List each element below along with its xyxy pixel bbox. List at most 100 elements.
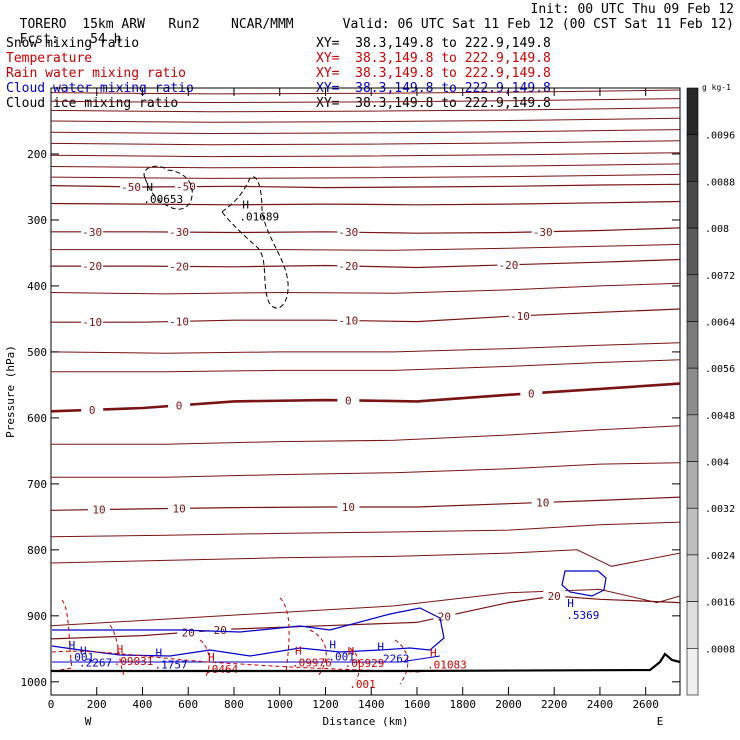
temperature-label: 0 (345, 394, 352, 407)
temperature-contour-upper-8 (50, 173, 681, 179)
x-axis-label: Distance (km) (322, 715, 408, 728)
rain-max-h: H (117, 643, 124, 656)
cloud-water-max-value: .5369 (566, 609, 599, 622)
cloud-water-contour-surface (51, 607, 445, 657)
temperature-contour--50 (50, 183, 681, 189)
y-tick-label: 500 (27, 346, 47, 359)
x-tick-label: 800 (224, 698, 244, 711)
x-tick-label: 200 (87, 698, 107, 711)
cloud-ice-max-h: H (242, 199, 249, 212)
run-label: Run2 (168, 17, 200, 32)
cloud-ice-contour-2 (221, 176, 289, 309)
colorbar-swatch (686, 181, 699, 229)
colorbar-swatch (686, 601, 699, 649)
temperature-label: -20 (338, 260, 358, 273)
init-time: Init: 00 UTC Thu 09 Feb 12 (530, 2, 735, 17)
colorbar-tick-label: .0096 (705, 131, 735, 142)
x-tick-label: 1800 (449, 698, 476, 711)
temperature-label: -30 (82, 226, 102, 239)
colorbar-swatch (686, 648, 699, 696)
x-end-label-east: E (657, 715, 664, 728)
temperature-label: -10 (82, 316, 102, 329)
cloud-ice-max-value: .00653 (143, 193, 183, 206)
colorbar-tick-label: .0016 (705, 598, 735, 609)
rain-max-value: .001 (349, 678, 376, 691)
cloud-water-max-value: .2267 (79, 656, 112, 669)
fcst-value: 54 h (90, 32, 122, 47)
colorbar-swatch (686, 554, 699, 602)
x-tick-label: 1600 (404, 698, 431, 711)
colorbar-swatch (686, 367, 699, 416)
temperature-contour-upper-6 (50, 152, 681, 158)
field-xy-2: XY= 38.3,149.8 to 222.9,149.8 (316, 66, 551, 81)
contour-label-bg (209, 624, 232, 636)
contour-label-bg (177, 626, 200, 638)
colorbar-tick-label: .0056 (705, 364, 735, 375)
rain-max-value: .01083 (427, 658, 467, 671)
field-name-1: Temperature (6, 51, 93, 66)
field-xy-4: XY= 38.3,149.8 to 222.9,149.8 (316, 96, 551, 111)
cloud-water-max-h: H (156, 646, 163, 659)
temperature-label: 20 (548, 590, 561, 603)
field-name-0: Snow mixing ratio (6, 36, 140, 51)
plot-frame (50, 87, 681, 696)
temperature-contour-upper-5 (50, 140, 681, 146)
temperature-contour-extra-4 (51, 425, 681, 445)
x-tick-label: 1000 (266, 698, 293, 711)
colorbar-swatch (686, 414, 699, 462)
rain-contour-5 (349, 647, 360, 681)
colorbar-tick-label: .0048 (705, 411, 735, 422)
temperature-label: -20 (82, 260, 102, 273)
cloud-ice-max-h: H (146, 181, 153, 194)
x-tick-label: 2600 (632, 698, 659, 711)
cloud-ice-max-value: .01689 (239, 211, 279, 224)
cloud-water-max-h: H (69, 639, 76, 652)
cloud-water-max-value: .001 (68, 651, 95, 664)
y-tick-label: 600 (27, 412, 47, 425)
temperature-label: -30 (338, 226, 358, 239)
cloud-water-max-value: .001 (328, 650, 355, 663)
model-name: TORERO (19, 17, 67, 32)
temperature-label: -20 (499, 259, 519, 272)
cloud-water-max-h: H (80, 644, 87, 657)
temperature-label: 0 (89, 404, 96, 417)
rain-contour-3 (279, 597, 290, 673)
contour-label-bg (337, 394, 360, 406)
contour-label-bg (337, 259, 360, 271)
contour-label-bg (337, 500, 360, 512)
cloud-water-contour-inner (52, 655, 441, 663)
contour-label-bg (168, 260, 191, 272)
contour-label-bg (81, 403, 104, 415)
colorbar-tick-label: .0088 (705, 177, 735, 188)
temperature-label: -10 (338, 315, 358, 328)
temperature-contour-upper-2 (50, 107, 681, 113)
cloud-water-max-h: H (377, 640, 384, 653)
colorbar-tick-label: .008 (705, 224, 729, 235)
rain-max-value: .09031 (114, 655, 154, 668)
fcst-label: Fcst: (19, 32, 59, 47)
temperature-contour-0 (50, 382, 681, 413)
temperature-label: -10 (169, 315, 189, 328)
x-tick-label: 2000 (495, 698, 522, 711)
colorbar-swatch (686, 274, 699, 322)
temperature-label: 0 (176, 399, 183, 412)
contour-label-bg (174, 180, 197, 192)
contour-label-bg (81, 260, 104, 272)
org-label: NCAR/MMM (231, 17, 294, 32)
x-tick-label: 600 (178, 698, 198, 711)
temperature-contour-extra-6 (50, 521, 681, 538)
y-tick-label: 1000 (21, 676, 48, 689)
contour-label-bg (520, 387, 543, 399)
temperature-label: 20 (182, 626, 195, 639)
y-tick-label: 400 (27, 280, 47, 293)
terrain-surface (51, 652, 681, 673)
y-tick-label: 200 (27, 148, 47, 161)
colorbar-tick-label: .004 (705, 458, 729, 469)
temperature-contour-extra-8 (50, 588, 681, 627)
cloud-water-contour-cell (561, 570, 607, 597)
colorbar-swatch (686, 507, 699, 556)
temperature-contour-upper-4 (50, 129, 681, 135)
y-tick-label: 800 (27, 544, 47, 557)
colorbar-swatch (686, 321, 699, 369)
